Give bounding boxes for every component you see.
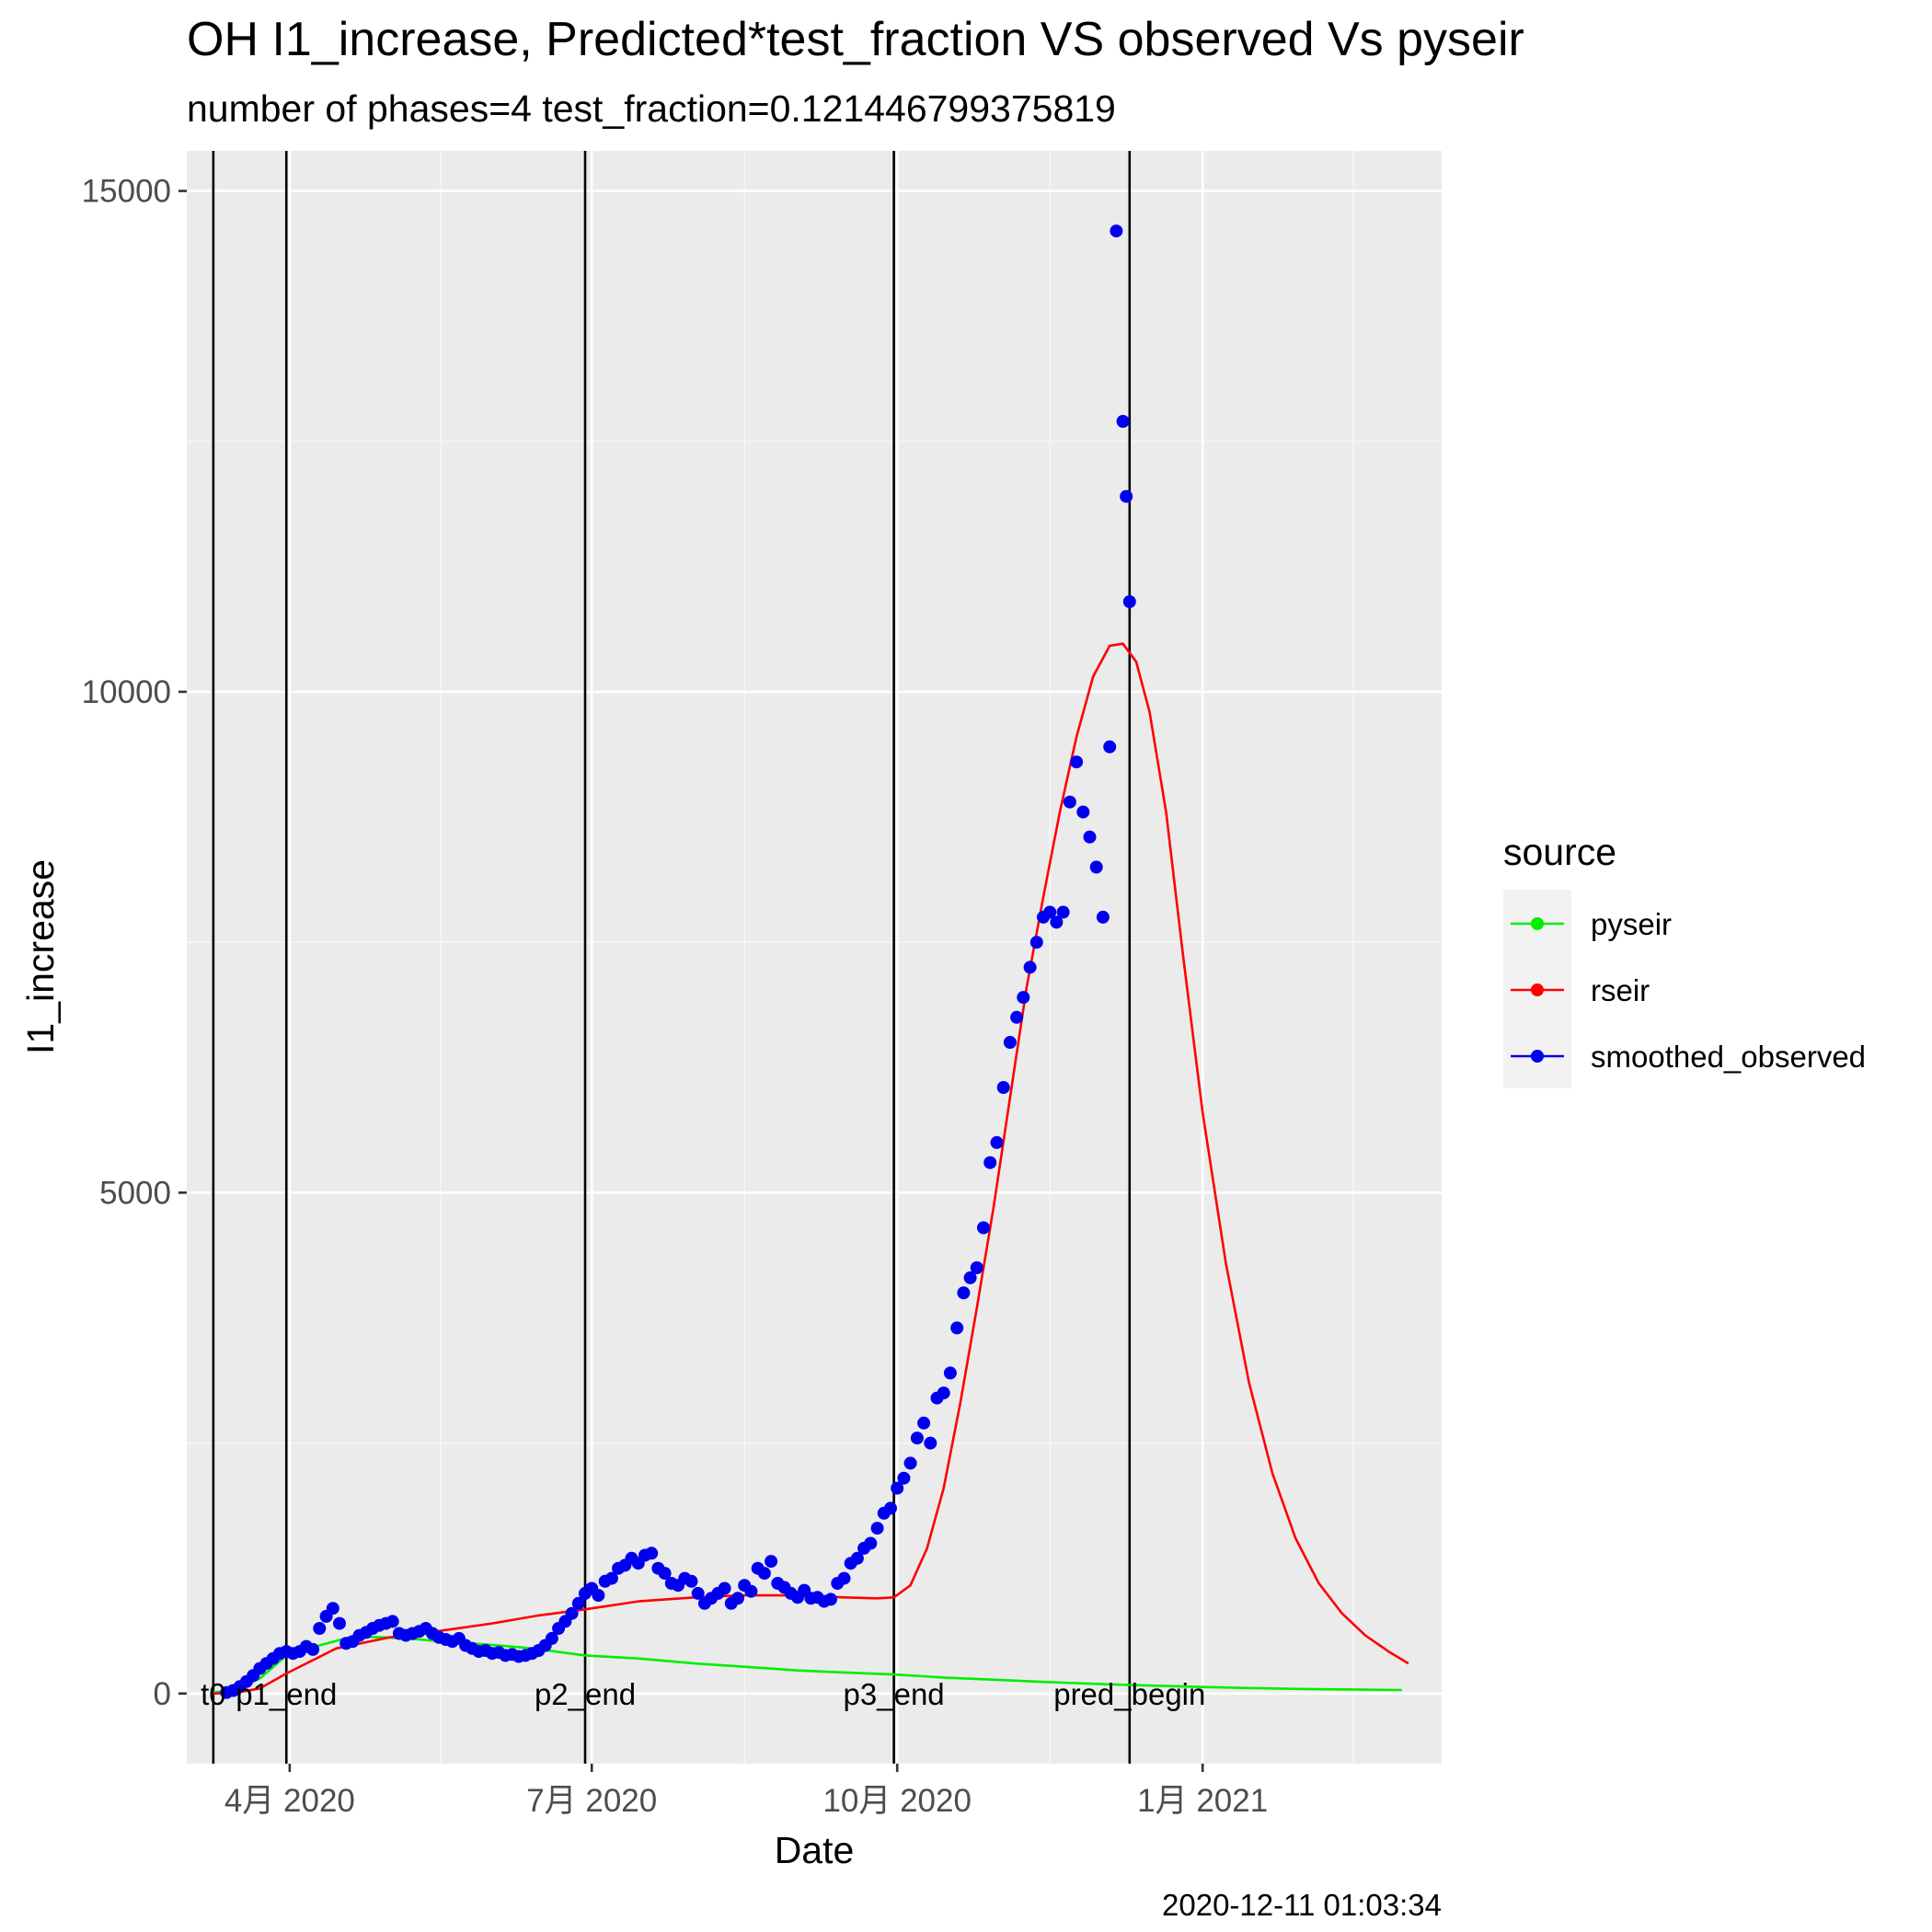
y-tick-label: 5000 <box>99 1175 171 1211</box>
data-point-smoothed_observed <box>990 1135 1004 1149</box>
legend-items: pyseir rseir smoothed_observed <box>1511 907 1866 1074</box>
data-point-smoothed_observed <box>313 1622 327 1635</box>
data-point-smoothed_observed <box>870 1522 884 1535</box>
data-point-smoothed_observed <box>1017 991 1030 1005</box>
data-point-smoothed_observed <box>1050 915 1064 929</box>
data-point-smoothed_observed <box>757 1567 771 1581</box>
data-point-smoothed_observed <box>731 1592 744 1605</box>
data-point-smoothed_observed <box>977 1221 990 1235</box>
data-point-smoothed_observed <box>604 1571 618 1585</box>
legend-label-pyseir: pyseir <box>1591 907 1672 941</box>
phase-label-p1_end: p1_end <box>236 1677 337 1711</box>
data-point-smoothed_observed <box>565 1606 579 1620</box>
phase-label-p2_end: p2_end <box>535 1677 636 1711</box>
legend-key-point-smoothed_observed <box>1531 1050 1544 1063</box>
data-point-smoothed_observed <box>385 1615 399 1628</box>
data-point-smoothed_observed <box>658 1567 672 1581</box>
series-points <box>220 224 1136 1699</box>
data-point-smoothed_observed <box>1076 805 1090 819</box>
data-point-smoothed_observed <box>864 1536 878 1550</box>
data-point-smoothed_observed <box>996 1081 1010 1094</box>
grid-minor <box>187 151 1442 1764</box>
data-point-smoothed_observed <box>333 1616 346 1630</box>
data-point-smoothed_observed <box>1070 755 1084 769</box>
data-point-smoothed_observed <box>917 1416 931 1430</box>
legend-label-smoothed_observed: smoothed_observed <box>1591 1040 1866 1074</box>
data-point-smoothed_observed <box>765 1555 778 1569</box>
plot-panel <box>187 151 1442 1764</box>
data-point-smoothed_observed <box>306 1642 320 1656</box>
data-point-smoothed_observed <box>1029 936 1043 949</box>
data-point-smoothed_observed <box>571 1596 585 1610</box>
data-point-smoothed_observed <box>824 1593 837 1606</box>
x-tick-label: 1月 2021 <box>1137 1783 1268 1819</box>
data-point-smoothed_observed <box>1116 415 1130 428</box>
x-tick-label: 4月 2020 <box>224 1783 355 1819</box>
data-point-smoothed_observed <box>1056 905 1070 919</box>
chart-subtitle: number of phases=4 test_fraction=0.12144… <box>187 87 1116 130</box>
series-line-rseir <box>213 642 1409 1696</box>
data-point-smoothed_observed <box>957 1286 971 1300</box>
data-point-smoothed_observed <box>1083 830 1097 844</box>
y-tick-label: 10000 <box>82 674 171 710</box>
legend-label-rseir: rseir <box>1591 973 1650 1007</box>
x-tick-label: 7月 2020 <box>526 1783 657 1819</box>
x-axis-title: Date <box>775 1829 855 1871</box>
data-point-smoothed_observed <box>1063 795 1076 809</box>
data-point-smoothed_observed <box>937 1386 950 1400</box>
data-point-smoothed_observed <box>592 1589 605 1603</box>
y-axis-title: I1_increase <box>19 859 62 1054</box>
data-point-smoothed_observed <box>718 1581 731 1595</box>
y-axis: 0 5000 10000 15000 <box>82 174 187 1712</box>
data-point-smoothed_observed <box>1103 740 1117 753</box>
data-point-smoothed_observed <box>884 1501 897 1515</box>
legend: source pyseir rseir smoothed_observed <box>1503 831 1866 1088</box>
phase-label-p3_end: p3_end <box>844 1677 945 1711</box>
phase-labels: t0 p1_end p2_end p3_end pred_begin <box>201 1677 1205 1711</box>
y-tick-label: 0 <box>154 1676 171 1712</box>
data-point-smoothed_observed <box>891 1481 904 1495</box>
data-point-smoothed_observed <box>545 1631 558 1645</box>
data-point-smoothed_observed <box>1010 1010 1024 1024</box>
data-point-smoothed_observed <box>983 1156 997 1169</box>
chart-caption: 2020-12-11 01:03:34 <box>1162 1888 1442 1922</box>
data-point-smoothed_observed <box>1120 489 1133 503</box>
data-point-smoothed_observed <box>943 1366 957 1380</box>
data-point-smoothed_observed <box>744 1584 758 1598</box>
legend-key-point-pyseir <box>1531 917 1544 930</box>
data-point-smoothed_observed <box>1110 224 1123 238</box>
data-point-smoothed_observed <box>684 1574 698 1588</box>
data-point-smoothed_observed <box>326 1602 339 1616</box>
data-point-smoothed_observed <box>903 1456 917 1470</box>
data-point-smoothed_observed <box>1023 960 1037 974</box>
data-point-smoothed_observed <box>924 1436 937 1450</box>
legend-title: source <box>1503 831 1616 873</box>
data-point-smoothed_observed <box>970 1261 983 1274</box>
data-point-smoothed_observed <box>850 1551 864 1565</box>
data-point-smoothed_observed <box>1096 910 1110 924</box>
legend-key-point-rseir <box>1531 983 1544 996</box>
phase-label-t0: t0 <box>201 1677 226 1711</box>
data-point-smoothed_observed <box>910 1432 924 1445</box>
data-point-smoothed_observed <box>950 1321 964 1335</box>
y-tick-label: 15000 <box>82 174 171 210</box>
data-point-smoothed_observed <box>1089 860 1103 874</box>
data-point-smoothed_observed <box>837 1571 851 1585</box>
data-point-smoothed_observed <box>1122 595 1136 608</box>
data-point-smoothed_observed <box>691 1586 705 1600</box>
data-point-smoothed_observed <box>897 1471 911 1485</box>
phase-lines <box>212 151 1132 1764</box>
x-axis: 4月 2020 7月 2020 10月 2020 1月 2021 <box>224 1764 1268 1819</box>
data-point-smoothed_observed <box>645 1547 659 1560</box>
chart-title: OH I1_increase, Predicted*test_fraction … <box>187 13 1524 66</box>
phase-label-pred_begin: pred_begin <box>1053 1677 1205 1711</box>
data-point-smoothed_observed <box>963 1271 977 1284</box>
data-point-smoothed_observed <box>1043 905 1057 919</box>
data-point-smoothed_observed <box>1003 1036 1017 1049</box>
x-tick-label: 10月 2020 <box>822 1783 972 1819</box>
grid-major <box>187 151 1442 1764</box>
